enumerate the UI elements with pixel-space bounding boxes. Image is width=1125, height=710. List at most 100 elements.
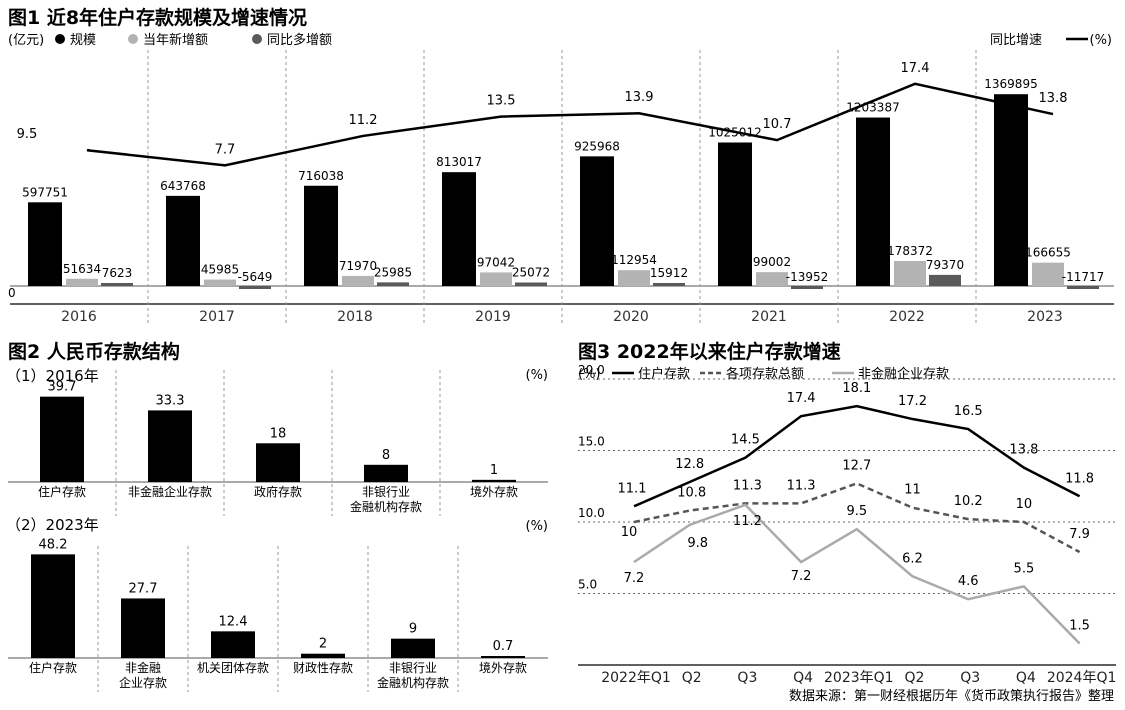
fig1-bar <box>239 286 271 289</box>
fig1-bar-label: 99002 <box>753 255 791 269</box>
fig1-bar-label: 51634 <box>63 262 101 276</box>
fig3-x-tick: Q4 <box>793 670 813 686</box>
fig2-bar-label: 18 <box>270 426 287 441</box>
fig3-point-label: 11.2 <box>733 514 762 529</box>
fig3-lines: 11.1 12.8 14.5 17.4 18.1 17.2 16.5 13.8 11.8 10 10… <box>618 381 1094 645</box>
fig1-bar <box>894 261 926 286</box>
fig2-bar-label: 1 <box>490 463 498 478</box>
fig3-unit: (%) <box>578 367 601 382</box>
fig2-bar <box>472 479 516 482</box>
fig1-bar <box>756 272 788 286</box>
fig1-bar <box>856 117 890 286</box>
fig2-bar <box>148 410 192 482</box>
fig3-legend-label-2: 非金融企业存款 <box>858 366 949 382</box>
fig2-category-label: 非金融企业存款 <box>128 484 212 499</box>
fig3-point-label: 11.3 <box>733 478 762 493</box>
fig1-bar <box>1032 262 1064 286</box>
fig3-point-label: 10 <box>1016 497 1033 512</box>
fig3-x-tick: Q3 <box>960 670 980 686</box>
fig2-bar <box>31 554 75 658</box>
fig1-bar <box>718 142 752 286</box>
fig2-bar <box>256 443 300 482</box>
fig1-bar-label: 97042 <box>477 255 515 269</box>
fig1-bar <box>653 283 685 286</box>
figure2: 图2 人民币存款结构 （1）2016年 (%) 39.7 住户存款 33.3 非金融企… <box>6 340 548 692</box>
fig3-grid: 20.0 15.0 10.0 5.0 <box>578 363 1116 666</box>
fig2-bar <box>391 638 435 658</box>
fig3-point-label: 10.2 <box>954 494 983 509</box>
fig3-legend: 住户存款 各项存款总额 非金融企业存款 <box>612 366 949 382</box>
fig1-bar <box>204 279 236 286</box>
fig1-line-label: 13.5 <box>487 94 516 109</box>
fig3-title: 图3 2022年以来住户存款增速 <box>578 340 841 363</box>
fig3-point-label: 1.5 <box>1069 619 1090 634</box>
fig3-point-label: 9.8 <box>687 536 708 551</box>
fig2-bar-label: 9 <box>409 622 417 637</box>
fig1-legend-label-1: 当年新增额 <box>143 32 208 48</box>
fig1-zero-label: 0 <box>8 286 16 300</box>
figure3: 图3 2022年以来住户存款增速 (%) 住户存款 各项存款总额 非金融企业存款 2… <box>578 340 1116 704</box>
fig3-point-label: 13.8 <box>1009 443 1038 458</box>
fig2-bar-label: 8 <box>382 448 390 463</box>
fig3-point-label: 10.8 <box>677 486 706 501</box>
fig1-legend-label-0: 规模 <box>70 33 96 48</box>
fig2b-unit: (%) <box>526 519 549 534</box>
fig1-bar <box>166 195 200 286</box>
fig1-bar-label: -11717 <box>1062 270 1105 284</box>
fig2-bar-label: 12.4 <box>219 614 248 629</box>
fig1-bar-label: 25072 <box>512 265 550 279</box>
fig2-bar <box>211 631 255 658</box>
fig3-point-label: 9.5 <box>846 504 867 519</box>
fig3-point-label: 6.2 <box>902 551 923 566</box>
fig2a-unit: (%) <box>526 368 549 383</box>
fig1-line-label: 7.7 <box>215 142 236 157</box>
fig3-point-label: 17.2 <box>898 394 927 409</box>
fig2-category-label: 金融机构存款 <box>350 499 422 514</box>
fig2-category-label: 非金融 <box>125 660 161 675</box>
fig1-bar-label: 25985 <box>374 265 412 279</box>
fig1-legend-label-2: 同比多增额 <box>267 32 332 48</box>
fig1-x-tick: 2017 <box>199 309 235 325</box>
fig1-left-unit: (亿元) <box>8 33 44 48</box>
fig2-category-label: 住户存款 <box>38 484 86 499</box>
fig3-point-label: 7.2 <box>791 569 812 584</box>
fig2-title: 图2 人民币存款结构 <box>8 340 180 363</box>
source-note: 数据来源：第一财经根据历年《货币政策执行报告》整理 <box>789 688 1114 704</box>
fig2-category-label: 境外存款 <box>479 660 527 675</box>
fig3-y-tick: 20.0 <box>578 363 605 377</box>
fig2-bar <box>364 464 408 482</box>
fig3-point-label: 17.4 <box>787 391 816 406</box>
fig1-bar-label: 1369895 <box>984 77 1037 91</box>
fig1-right-unit: (%) <box>1090 33 1113 48</box>
fig1-bar-label: 15912 <box>650 266 688 280</box>
fig1-bar <box>101 283 133 286</box>
fig3-x-tick: Q2 <box>682 670 702 686</box>
fig2-bar-label: 48.2 <box>39 537 68 552</box>
fig2-bar-label: 27.7 <box>129 581 158 596</box>
fig3-point-label: 14.5 <box>731 433 760 448</box>
fig1-bar-label: 643768 <box>160 179 206 193</box>
fig3-series-line-1 <box>633 482 1081 554</box>
fig3-series-line-2 <box>633 503 1081 645</box>
fig1-bar <box>304 185 338 286</box>
fig3-x-tick: Q2 <box>905 670 925 686</box>
fig2a-subtitle: （1）2016年 <box>6 367 99 385</box>
fig1-bar <box>480 272 512 286</box>
fig1-x-labels: 2016 2017 2018 2019 2020 2021 2022 2023 <box>61 309 1063 325</box>
fig2-category-label: 政府存款 <box>254 484 302 499</box>
fig3-x-tick: Q3 <box>737 670 757 686</box>
fig2-category-label: 金融机构存款 <box>377 675 449 690</box>
fig1-bar-label: 166655 <box>1025 246 1071 260</box>
fig3-legend-label-0: 住户存款 <box>638 366 690 382</box>
fig3-x-tick: Q4 <box>1016 670 1036 686</box>
fig3-point-label: 11.3 <box>787 478 816 493</box>
fig2-bar-label: 2 <box>319 637 327 652</box>
fig2-bar <box>121 598 165 658</box>
fig1-x-tick: 2019 <box>475 309 511 325</box>
fig1-right-label: 同比增速 <box>990 33 1042 48</box>
fig1-bar <box>994 94 1028 287</box>
fig1-legend-marker-2 <box>252 34 262 44</box>
fig2-category-label: 财政性存款 <box>293 661 353 675</box>
fig2-bar-label: 39.7 <box>48 380 77 395</box>
